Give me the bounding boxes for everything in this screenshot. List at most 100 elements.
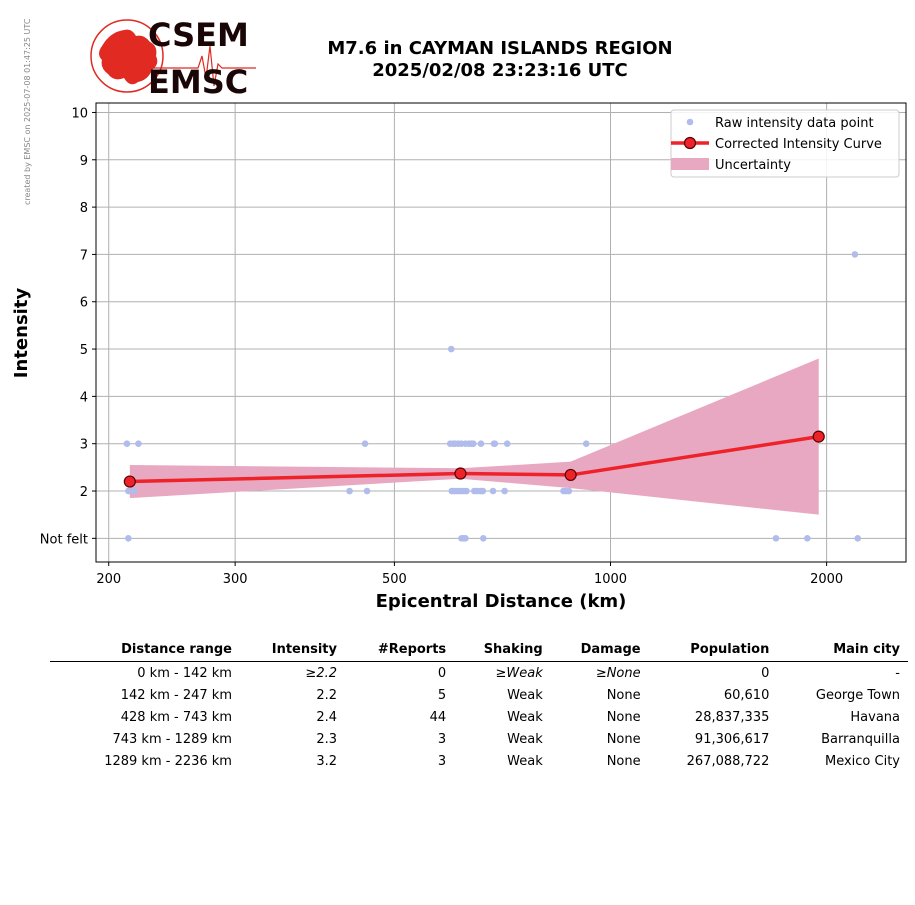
seismogram-icon <box>146 45 256 87</box>
table-cell: ≥None <box>595 666 641 681</box>
y-tick-label: 5 <box>80 343 88 358</box>
table-cell: 3.2 <box>316 754 337 769</box>
x-tick-label: 2000 <box>810 572 843 587</box>
raw-point <box>501 487 508 495</box>
y-tick-label: 2 <box>80 485 88 500</box>
raw-point <box>565 487 573 495</box>
raw-point <box>462 535 469 542</box>
raw-point <box>772 535 780 542</box>
raw-point <box>851 251 859 258</box>
y-tick-label: 6 <box>80 296 88 311</box>
table-cell: 743 km - 1289 km <box>112 732 232 747</box>
raw-points <box>123 251 862 542</box>
raw-point <box>346 487 353 495</box>
legend-label: Corrected Intensity Curve <box>715 137 882 152</box>
raw-point <box>491 440 499 448</box>
table-cell: None <box>606 710 641 725</box>
raw-point <box>854 535 862 542</box>
table-cell: 44 <box>429 710 447 725</box>
summary-table: Distance range Intensity #Reports Shaking Da… <box>50 640 908 772</box>
title-line1: M7.6 in CAYMAN ISLANDS REGION <box>327 38 673 59</box>
raw-point <box>125 535 132 542</box>
csem-emsc-logo: CSEM EMSC <box>90 16 256 100</box>
table-header-cell: Distance range <box>50 640 240 662</box>
y-tick-label: Not felt <box>40 532 88 547</box>
table-cell: 3 <box>437 732 447 747</box>
table-cell: None <box>606 732 641 747</box>
chart-title: M7.6 in CAYMAN ISLANDS REGION 2025/02/08… <box>290 38 710 82</box>
y-axis-label: Intensity <box>11 288 32 379</box>
raw-point <box>363 487 371 495</box>
table-cell: ≥Weak <box>495 666 543 681</box>
table-cell: Barranquilla <box>821 732 900 747</box>
legend-label: Uncertainty <box>715 158 791 173</box>
table-header-cell: Population <box>648 640 778 662</box>
x-tick-label: 300 <box>223 572 248 587</box>
table-cell: 3 <box>437 754 447 769</box>
raw-point <box>125 487 132 495</box>
table-cell: 428 km - 743 km <box>120 710 232 725</box>
table-cell: None <box>606 754 641 769</box>
table-row: 142 km - 247 km 2.2 5 Weak None 60,610 George … <box>50 684 908 706</box>
intensity-chart: 200 300 500 1000 2000 Not felt 2 3 4 5 6 7 8 9 10 Epic… <box>11 102 907 612</box>
legend-raw-swatch <box>686 118 694 126</box>
table-cell: 2.4 <box>316 710 337 725</box>
table-cell: 2.3 <box>316 732 337 747</box>
table-cell: ≥2.2 <box>305 666 337 681</box>
table-cell: Weak <box>507 688 543 703</box>
y-tick-label: 7 <box>80 248 88 263</box>
table-row: 428 km - 743 km 2.4 44 Weak None 28,837,335 Ha… <box>50 706 908 728</box>
table-cell: Havana <box>850 710 900 725</box>
y-tick-label: 8 <box>80 201 88 216</box>
table-cell: 91,306,617 <box>694 732 770 747</box>
table-cell: 0 km - 142 km <box>137 666 232 681</box>
raw-point <box>463 487 470 495</box>
table-header-cell: #Reports <box>345 640 455 662</box>
legend-label: Raw intensity data point <box>715 116 874 131</box>
raw-point <box>470 440 477 448</box>
table-row: 0 km - 142 km ≥2.2 0 ≥Weak ≥None 0 - <box>50 662 908 685</box>
table-cell: 142 km - 247 km <box>120 688 232 703</box>
table-cell: George Town <box>815 688 900 703</box>
table-cell: 28,837,335 <box>694 710 770 725</box>
raw-point <box>480 535 487 542</box>
table-cell: 0 <box>437 666 447 681</box>
table-header-row: Distance range Intensity #Reports Shaking Da… <box>50 640 908 662</box>
legend-curve-marker <box>683 136 697 150</box>
x-tick-label: 500 <box>382 572 407 587</box>
y-tick-label: 10 <box>71 106 88 121</box>
raw-point <box>361 440 369 448</box>
intensity-curve <box>123 430 825 488</box>
raw-point <box>130 487 138 495</box>
raw-point <box>489 487 497 495</box>
table-header-cell: Shaking <box>454 640 551 662</box>
table-cell: 0 <box>761 666 770 681</box>
table-cell: 1289 km - 2236 km <box>104 754 232 769</box>
raw-point <box>804 535 811 542</box>
table-cell: 60,610 <box>723 688 770 703</box>
curve-marker <box>123 475 136 488</box>
raw-point <box>135 440 142 448</box>
x-axis-label: Epicentral Distance (km) <box>376 591 627 612</box>
curve-marker <box>564 468 577 482</box>
table-header-cell: Main city <box>777 640 908 662</box>
curve-line <box>129 434 819 484</box>
title-line2: 2025/02/08 23:23:16 UTC <box>372 60 628 81</box>
plot-frame <box>95 102 907 563</box>
table-cell: Weak <box>507 732 543 747</box>
table-row: 743 km - 1289 km 2.3 3 Weak None 91,306,617 Ba… <box>50 728 908 750</box>
raw-point <box>582 440 590 448</box>
table-row: 1289 km - 2236 km 3.2 3 Weak None 267,088,722… <box>50 750 908 772</box>
table-cell: 2.2 <box>316 688 337 703</box>
logo-line1: CSEM <box>148 16 249 54</box>
x-tick-label: 1000 <box>594 572 627 587</box>
table-header-cell: Damage <box>550 640 649 662</box>
x-tick-label: 200 <box>96 572 121 587</box>
raw-point <box>477 440 485 448</box>
raw-point <box>479 487 487 495</box>
table-cell: Mexico City <box>824 754 900 769</box>
legend-band-swatch <box>671 158 709 170</box>
table-cell: None <box>606 688 641 703</box>
table-cell: Weak <box>507 754 543 769</box>
curve-marker <box>812 430 825 443</box>
